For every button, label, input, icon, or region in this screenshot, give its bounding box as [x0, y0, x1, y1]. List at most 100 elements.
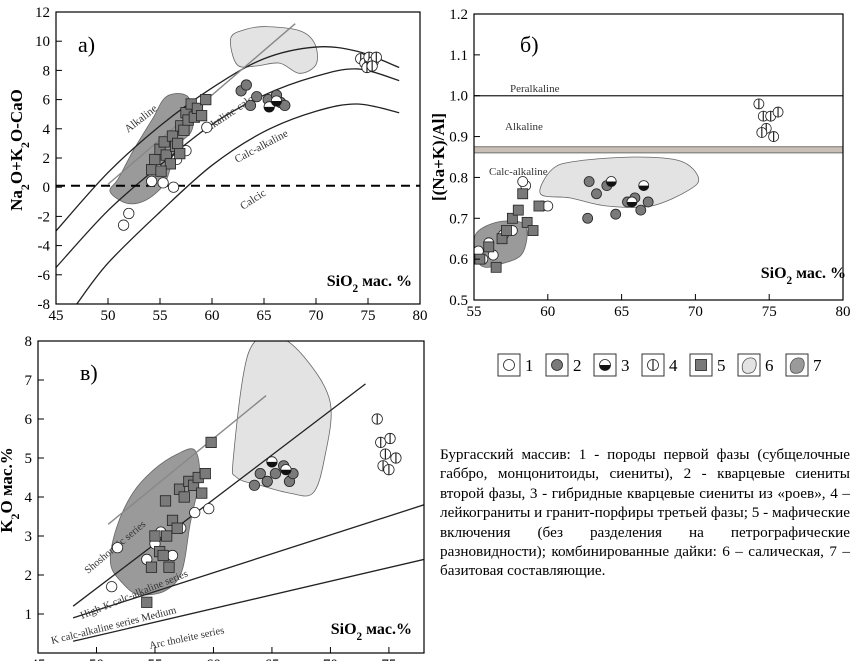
data-point [164, 158, 176, 170]
data-point [146, 164, 158, 176]
y-tick-label: 2 [43, 151, 51, 167]
x-tick-label: 50 [89, 657, 104, 661]
data-point [155, 165, 167, 177]
data-point [501, 225, 512, 236]
data-point [200, 94, 212, 106]
x-tick-label: 45 [49, 308, 64, 324]
data-point [195, 110, 208, 122]
data-point [167, 181, 180, 193]
series-3 [266, 456, 292, 476]
x-tick-label: 65 [264, 657, 279, 661]
data-point [201, 121, 213, 133]
data-point [517, 188, 529, 200]
x-tick-label: 80 [413, 308, 428, 324]
legend-number: 3 [621, 356, 630, 375]
y-tick-label: 1.0 [449, 89, 468, 105]
y-tick-label: 6 [25, 412, 33, 428]
data-point [517, 176, 529, 187]
y-tick-label: -8 [38, 297, 51, 313]
data-point [605, 176, 617, 187]
legend-marker-filled-circle [551, 359, 563, 371]
data-point [642, 196, 654, 208]
panel-label: в) [80, 360, 98, 385]
y-tick-label: 8 [25, 334, 33, 350]
panel-label: б) [520, 32, 539, 57]
y-tick-label: -6 [38, 268, 51, 284]
salic-field [539, 156, 700, 208]
data-point [375, 436, 387, 449]
boundary-line-3 [72, 558, 424, 642]
data-point [490, 261, 502, 273]
data-point [141, 596, 153, 608]
data-point [196, 487, 208, 499]
series-5 [141, 436, 217, 608]
y-tick-label: 5 [25, 451, 33, 467]
y-tick-label: 2 [25, 568, 33, 584]
data-point [158, 136, 170, 148]
field-label: Calc-alkaline [489, 166, 548, 178]
data-point [270, 95, 283, 107]
data-point [756, 127, 768, 138]
data-point [635, 204, 647, 216]
data-point [106, 581, 118, 593]
salic-field-swatch [741, 357, 757, 374]
boundary-line-1 [72, 383, 366, 607]
x-tick-label: 70 [688, 304, 703, 320]
x-axis-label: SiO2 мас.% [331, 621, 412, 643]
data-point [118, 219, 130, 231]
data-point [149, 530, 161, 542]
data-point [371, 413, 383, 425]
x-tick-label: 75 [381, 657, 396, 661]
legend-item: 6 [737, 353, 774, 377]
data-point [610, 208, 622, 220]
field-label: Alkaline [505, 121, 543, 133]
data-point [146, 175, 158, 187]
y-tick-label: 12 [35, 5, 50, 21]
y-tick-label: 8 [43, 63, 51, 79]
chart-a: Alkaline Alkaline-calcCalc-alkalineCalcic… [7, 5, 428, 324]
legend-marker-half-circle [599, 359, 611, 371]
data-point [189, 507, 201, 519]
y-tick-label: 1.1 [449, 48, 468, 64]
x-tick-label: 60 [205, 308, 220, 324]
y-tick-label: 1.2 [449, 7, 468, 23]
legend-marker-split-circle [647, 359, 659, 371]
data-point [174, 148, 186, 160]
data-point [591, 188, 602, 200]
data-point [390, 452, 402, 464]
y-tick-label: 10 [35, 34, 50, 50]
panel-label: а) [78, 32, 95, 57]
legend-marker-filled-square [695, 359, 707, 371]
data-point [379, 448, 391, 460]
y-tick-label: -4 [38, 239, 51, 255]
y-axis-label: [(Na+K)/Al] [431, 113, 448, 201]
series-5 [146, 94, 212, 177]
y-tick-label: 4 [25, 490, 33, 506]
y-tick-label: 0.5 [449, 293, 468, 309]
legend-number: 4 [669, 356, 678, 375]
series-5 [474, 188, 545, 273]
data-point [178, 124, 190, 136]
y-tick-label: 3 [25, 529, 33, 545]
boundary-line-2 [72, 504, 424, 619]
data-point [240, 79, 252, 91]
x-tick-label: 60 [206, 657, 221, 661]
data-point [638, 180, 650, 192]
plot-frame [473, 13, 844, 301]
data-point [527, 225, 539, 236]
y-tick-label: 0.6 [449, 252, 468, 268]
x-tick-label: 65 [257, 308, 272, 324]
x-tick-label: 70 [323, 657, 338, 661]
boundary-line-3 [76, 103, 400, 304]
data-point [383, 464, 395, 476]
data-point [157, 177, 169, 189]
data-point [366, 60, 378, 72]
legend-item: 7 [785, 353, 822, 377]
y-tick-label: -2 [38, 209, 51, 225]
data-point [280, 464, 292, 476]
data-point [753, 98, 765, 110]
data-point [123, 207, 135, 220]
series-3 [263, 95, 283, 113]
y-tick-label: 7 [25, 373, 33, 389]
legend-number: 2 [573, 356, 582, 375]
